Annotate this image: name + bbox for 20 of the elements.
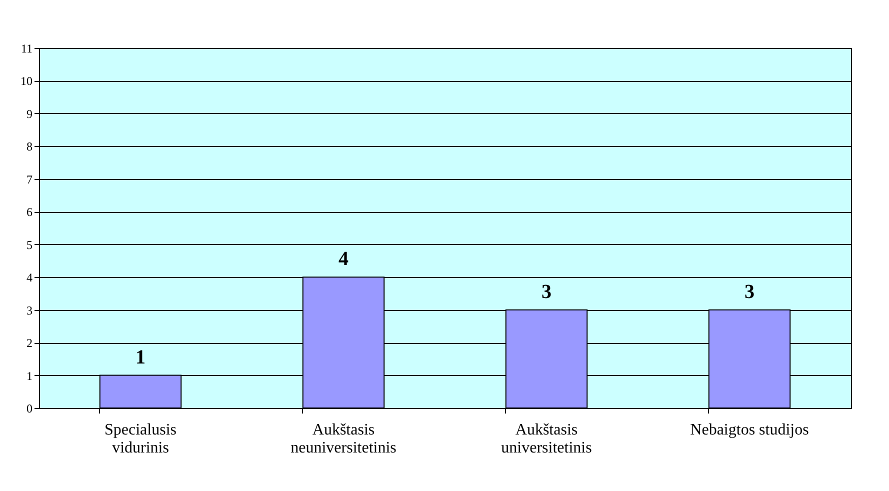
x-tick-label: Nebaigtos studijos — [690, 422, 809, 438]
x-tick-label: Specialusis vidurinis — [104, 422, 176, 456]
y-tick-label: 5 — [26, 238, 32, 252]
y-tick-label: 0 — [26, 402, 32, 416]
data-label: 3 — [744, 280, 754, 303]
y-tick-label: 11 — [20, 42, 32, 56]
y-tick-label: 1 — [26, 368, 32, 383]
y-tick-label: 4 — [26, 270, 32, 285]
x-tick-label: Aukštasis neuniversitetinis — [290, 422, 396, 456]
y-tick-label: 8 — [26, 140, 32, 154]
x-tick-label: Aukštasis universitetinis — [501, 422, 592, 456]
data-label: 4 — [338, 248, 348, 270]
y-tick-label: 6 — [26, 205, 32, 220]
y-tick-label: 7 — [26, 172, 32, 186]
y-tick-label: 9 — [26, 106, 32, 121]
data-label: 3 — [542, 280, 552, 303]
y-tick-label: 10 — [20, 74, 32, 88]
y-tick-label: 2 — [26, 336, 32, 350]
y-tick-label: 3 — [26, 303, 32, 318]
data-label: 1 — [136, 346, 146, 368]
